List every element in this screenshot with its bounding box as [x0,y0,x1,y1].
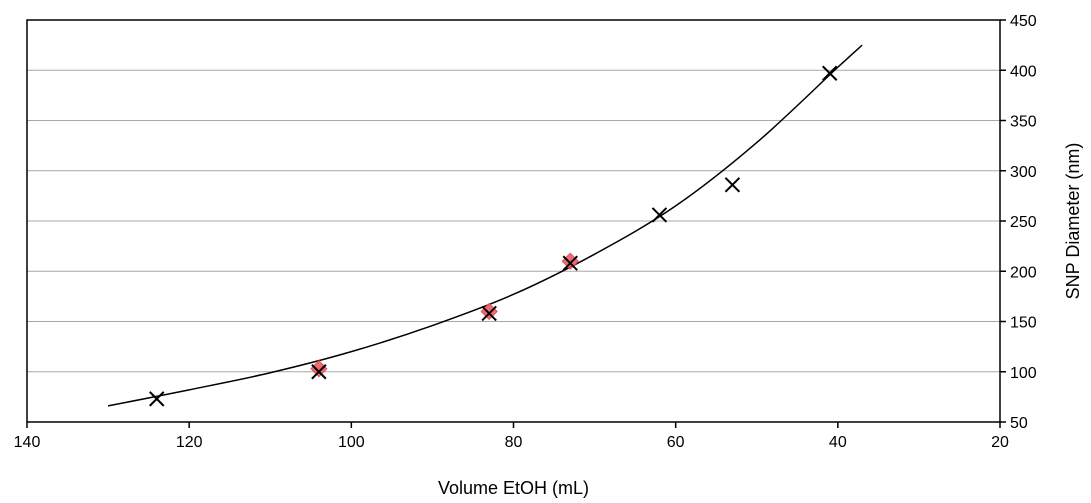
y-tick-label: 200 [1010,264,1037,281]
x-tick-label: 120 [176,434,203,451]
x-tick-label: 80 [505,434,523,451]
fit-curve-layer [107,44,863,407]
x-axis-ticks: 140 120 100 80 60 40 20 [14,422,1009,451]
y-tick-label: 300 [1010,164,1037,181]
data-points-layer [149,65,838,407]
x-tick-label: 60 [667,434,685,451]
x-tick-label: 140 [14,434,41,451]
data-point-diamond [310,360,328,378]
data-point-x [149,391,165,407]
y-tick-label: 100 [1010,365,1037,382]
data-point-diamond [480,302,498,321]
y-tick-label: 150 [1010,315,1037,332]
y-axis-ticks: 50 100 150 200 250 300 350 400 450 [1000,13,1037,432]
data-point-x [481,305,497,322]
x-tick-label: 40 [829,434,847,451]
y-tick-label: 50 [1010,415,1028,432]
fit-curve [107,44,863,407]
y-tick-label: 350 [1010,114,1037,131]
data-point-x [562,255,578,271]
data-point-x [651,207,668,223]
x-tick-label: 20 [991,434,1009,451]
y-tick-label: 400 [1010,63,1037,80]
data-point-x [822,65,838,81]
grid-lines [27,69,1000,373]
x-axis-title: Volume EtOH (mL) [438,478,589,498]
y-tick-label: 450 [1010,13,1037,30]
y-axis-title: SNP Diameter (nm) [1063,143,1083,300]
data-point-x [311,364,327,380]
data-point-diamond [561,252,579,270]
x-tick-label: 100 [338,434,365,451]
data-point-x [724,177,741,193]
y-tick-label: 250 [1010,214,1037,231]
